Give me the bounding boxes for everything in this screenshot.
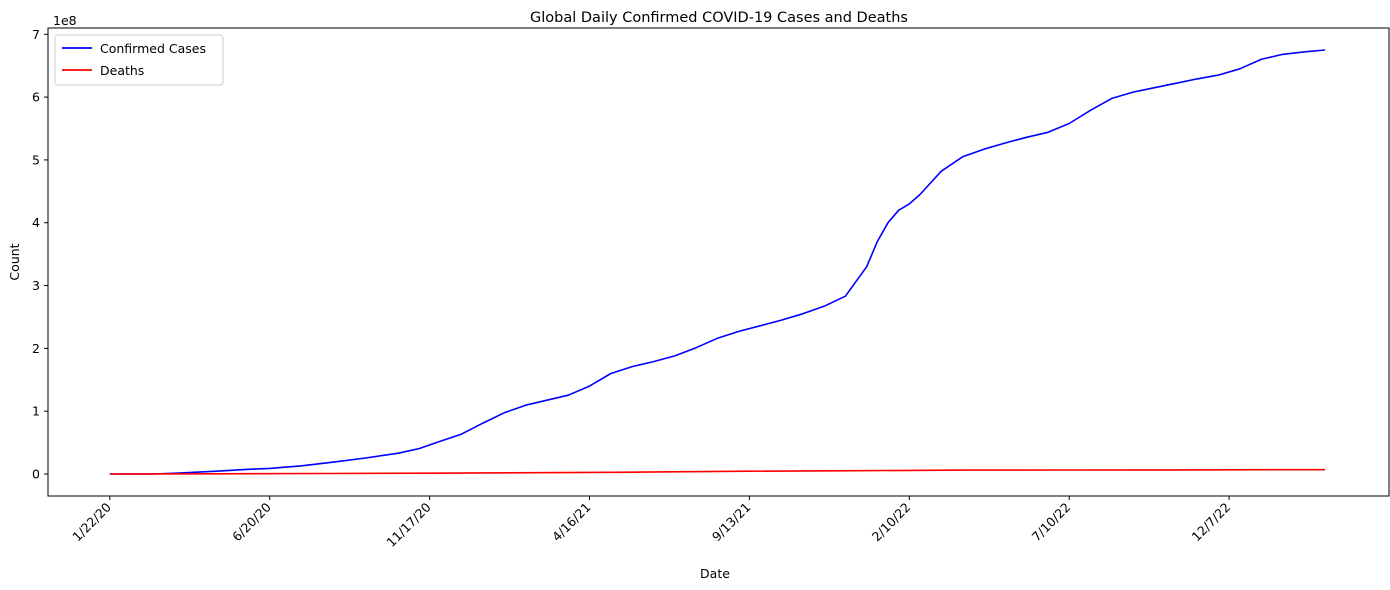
x-tick-label: 4/16/21	[549, 500, 594, 545]
plot-area-frame	[47, 27, 1390, 497]
series-line-deaths	[109, 468, 1325, 475]
y-tick-label: 4	[32, 215, 40, 230]
x-tick-label: 7/10/22	[1029, 500, 1074, 545]
y-axis-label: Count	[7, 243, 22, 280]
plot-lines	[109, 49, 1326, 475]
y-tick-label: 5	[32, 152, 40, 167]
chart-title: Global Daily Confirmed COVID-19 Cases an…	[530, 10, 908, 26]
legend-box	[54, 34, 224, 86]
x-tick-label: 9/13/21	[709, 500, 754, 545]
x-tick-label: 6/20/20	[229, 499, 274, 544]
y-ticks: 0 1 2 3 4 5 6 7	[32, 27, 48, 482]
y-tick-label: 1	[32, 404, 40, 419]
x-axis-label: Date	[700, 566, 730, 581]
y-tick-label: 2	[32, 341, 40, 356]
series-line-confirmed-cases	[109, 49, 1326, 475]
y-tick-label: 6	[32, 90, 40, 105]
y-offset-label: 1e8	[53, 13, 77, 28]
x-tick-label: 2/10/22	[869, 500, 914, 545]
legend-label-confirmed: Confirmed Cases	[100, 41, 206, 56]
y-tick-label: 0	[32, 467, 40, 482]
x-tick-label: 1/22/20	[69, 499, 114, 544]
x-tick-label: 11/17/20	[383, 499, 433, 549]
x-tick-label: 12/7/22	[1189, 500, 1234, 545]
x-ticks: 1/22/20 6/20/20 11/17/20 4/16/21 9/13/21 2/10…	[69, 496, 1233, 550]
y-tick-label: 3	[32, 278, 40, 293]
legend: Confirmed Cases Deaths	[54, 34, 224, 86]
y-tick-label: 7	[32, 27, 40, 42]
legend-label-deaths: Deaths	[100, 63, 144, 78]
